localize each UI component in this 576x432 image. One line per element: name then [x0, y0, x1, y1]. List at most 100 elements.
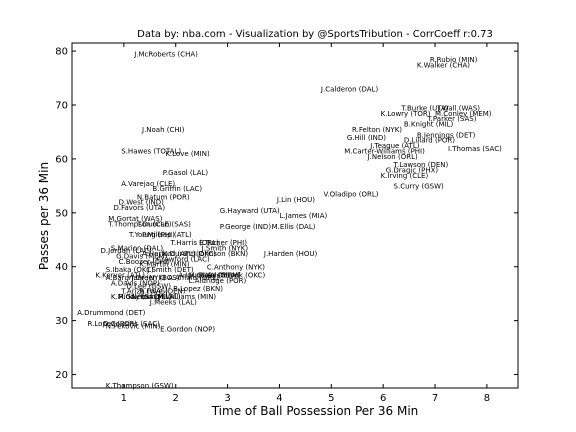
y-tick-label: 30	[55, 316, 68, 327]
data-point-label: J.McRoberts (CHA)	[133, 50, 198, 58]
data-point-label: D.Lee (GSW)	[126, 282, 171, 290]
data-point-label: D.Cousins (SAC)	[103, 320, 160, 328]
data-point-label: B.Lopez (BKN)	[173, 285, 223, 293]
y-tick-label: 70	[55, 100, 68, 111]
y-tick-label: 20	[55, 370, 68, 381]
data-point-label: A.Afflalo (ORL)	[168, 274, 219, 282]
data-point-label: D.Jordan (LAC)	[101, 247, 152, 255]
data-point-label: R.Foye (DEN)	[139, 288, 185, 296]
data-point-label: A.Bargnani (NYK)	[106, 274, 166, 282]
point-labels: J.McRoberts (CHA) R.Rubio (MIN)K.Walker (…	[77, 50, 502, 390]
data-point-label: B.Jennings (DET)	[417, 131, 476, 139]
x-tick-label: 5	[328, 393, 334, 404]
y-tick-label: 80	[55, 47, 68, 58]
data-point-label: J.Smith (NYK)	[201, 245, 249, 253]
plot-frame	[71, 42, 519, 389]
data-point-label: P.George (IND)	[220, 223, 272, 231]
x-tick-label: 2	[173, 393, 179, 404]
data-point-label: C.Boozer (CHI)	[119, 258, 171, 266]
y-tick-label: 50	[55, 208, 68, 219]
data-point-label: J.Harden (HOU)	[263, 250, 318, 258]
data-point-label: J.Green (BOS)	[131, 274, 180, 282]
y-tick-label: 60	[55, 154, 68, 165]
data-point-label: J.Nelson (ORL)	[367, 153, 418, 161]
data-point-label: S.Marion (DAL)	[111, 245, 163, 253]
data-point-label: K.Irving (CLE)	[381, 172, 429, 180]
data-point-label: K.Korver (ATL)	[95, 271, 145, 279]
data-point-label: B.Knight (MIL)	[404, 121, 454, 129]
data-point-label: M.Conley (MEM)	[435, 110, 492, 118]
x-tick-label: 6	[380, 393, 386, 404]
x-tick-label: 3	[224, 393, 230, 404]
x-axis-title: Time of Ball Possession Per 36 Min	[211, 404, 419, 418]
data-point-label: K.Martin (MIN)	[139, 261, 189, 269]
data-point-label: S.Hawes (TOTAL)	[121, 148, 181, 156]
data-point-label: A.Horford (ATL)	[142, 250, 196, 258]
y-axis-title: Passes per 36 Min	[37, 162, 51, 270]
y-axis: 20 30 40 50 60 70 80	[55, 47, 518, 381]
data-point-label: J.Calderon (DAL)	[320, 86, 379, 94]
y-tick-label: 40	[55, 262, 68, 273]
data-point-label: K.Thompson (GSW)	[106, 382, 174, 390]
data-point-label: M.Williams (MIN)	[158, 293, 217, 301]
data-point-label: D.Lillard (POR)	[404, 137, 455, 145]
data-point-label: S.Curry (GSW)	[394, 183, 445, 191]
chart-title: Data by: nba.com - Visualization by @Spo…	[137, 29, 493, 40]
data-point-label: P.Gasol (LAL)	[163, 169, 209, 177]
data-point-label: B.Griffin (LAC)	[152, 185, 202, 193]
data-point-label: T.Duncan (SAS)	[136, 220, 191, 228]
data-point-label: J.Smith (DET)	[146, 266, 194, 274]
data-point-label: M.Gortat (WAS)	[108, 215, 162, 223]
data-point-label: J.Wall (WAS)	[437, 104, 481, 112]
data-point-label: K.Lowry (TOR)	[381, 110, 431, 118]
x-tick-label: 7	[432, 393, 438, 404]
data-point-label: D.West (IND)	[119, 199, 164, 207]
data-point-label: G.Dragic (PHX)	[386, 166, 439, 174]
data-point-label: C.Anthony (NYK)	[207, 263, 265, 271]
data-point-label: E.Turner (PHI)	[199, 239, 247, 247]
data-point-label: N.Batum (POR)	[137, 193, 190, 201]
data-point-label: P.Millsap (ATL)	[142, 231, 192, 239]
data-point-label: E.Gordon (NOP)	[160, 325, 215, 333]
data-point-label: A.Drummond (DET)	[77, 309, 145, 317]
data-point-label: K.Walker (CHA)	[417, 61, 470, 69]
data-point-label: G.Davis (MEM)	[116, 253, 168, 261]
data-point-label: R.Rubio (MIN)	[430, 56, 478, 64]
data-point-label: S.Ibaka (OKC)	[106, 266, 154, 274]
data-point-label: V.Oladipo (ORL)	[324, 191, 379, 199]
data-point-label: T.Ariza (WAS)	[120, 288, 168, 296]
data-point-label: J.Noah (CHI)	[141, 126, 185, 134]
data-point-label: L.Aldridge (POR)	[189, 277, 247, 285]
data-point-label: A.Iguodala (GSW)	[178, 271, 240, 279]
data-point-label: J.Johnson (BKN)	[193, 250, 248, 258]
data-point-label: J.Lin (HOU)	[276, 196, 315, 204]
data-point-label: I.Thomas (SAC)	[448, 145, 502, 153]
data-point-label: M.Gasol (MEM)	[189, 271, 241, 279]
data-point-label: T.Burke (UTA)	[400, 104, 448, 112]
data-point-label: K.Love (MIN)	[165, 150, 210, 158]
data-point-label: N.Pekovic (MIN)	[106, 323, 161, 331]
data-point-label: M.Carter-Williams (PHI)	[344, 148, 425, 156]
data-point-label: A.Davis (NOP)	[111, 280, 160, 288]
data-point-label: T.Thompson (CLE)	[107, 220, 171, 228]
data-point-label: R.Lopez (POR)	[88, 320, 138, 328]
data-point-label: T.Parker (SAS)	[426, 115, 476, 123]
data-point-label: N.Young (LAL)	[132, 293, 181, 301]
data-point-label: G.Hill (IND)	[347, 134, 386, 142]
x-tick-label: 4	[276, 393, 282, 404]
data-point-label: J.Meeks (LAL)	[149, 298, 197, 306]
data-point-label: T.Young (PHI)	[128, 231, 175, 239]
data-point-label: T.Lawson (DEN)	[393, 161, 449, 169]
data-point-label: K.Middleton (MIL)	[111, 293, 172, 301]
data-point-label: R.Gay (SAC)	[119, 293, 162, 301]
data-point-label: A.Varejao (CLE)	[121, 180, 175, 188]
data-point-label: G.Hayward (UTA)	[220, 207, 280, 215]
data-point-label: J.Teague (ATL)	[369, 142, 420, 150]
data-point-label: D.Favors (UTA)	[113, 204, 165, 212]
data-point-label: M.Ellis (DAL)	[272, 223, 316, 231]
data-point-label: L.James (MIA)	[279, 212, 327, 220]
data-point-label: R.Westbrook (OKC)	[199, 271, 265, 279]
x-tick-label: 8	[484, 393, 490, 404]
data-point-label: J.Crawford (LAC)	[151, 255, 210, 263]
